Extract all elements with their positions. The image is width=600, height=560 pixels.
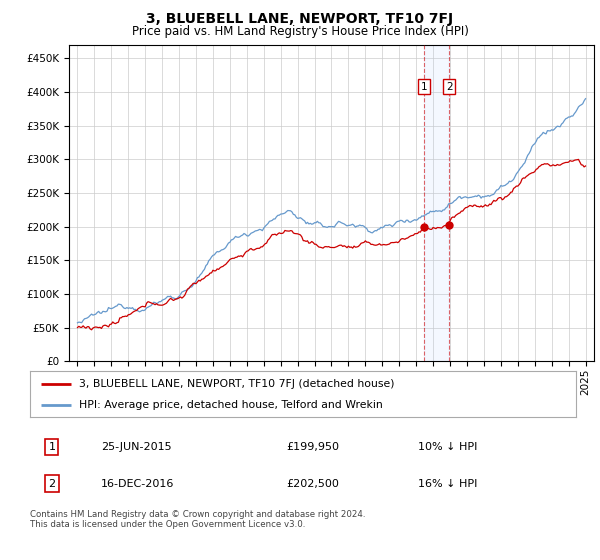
Text: 16-DEC-2016: 16-DEC-2016 — [101, 479, 175, 488]
Text: 10% ↓ HPI: 10% ↓ HPI — [418, 442, 477, 452]
Text: 1: 1 — [421, 82, 428, 91]
Text: £199,950: £199,950 — [287, 442, 340, 452]
Text: 2: 2 — [48, 479, 55, 488]
Text: Price paid vs. HM Land Registry's House Price Index (HPI): Price paid vs. HM Land Registry's House … — [131, 25, 469, 38]
Text: 3, BLUEBELL LANE, NEWPORT, TF10 7FJ: 3, BLUEBELL LANE, NEWPORT, TF10 7FJ — [146, 12, 454, 26]
Text: 25-JUN-2015: 25-JUN-2015 — [101, 442, 172, 452]
Text: Contains HM Land Registry data © Crown copyright and database right 2024.
This d: Contains HM Land Registry data © Crown c… — [30, 510, 365, 529]
Text: 16% ↓ HPI: 16% ↓ HPI — [418, 479, 477, 488]
Text: 3, BLUEBELL LANE, NEWPORT, TF10 7FJ (detached house): 3, BLUEBELL LANE, NEWPORT, TF10 7FJ (det… — [79, 379, 395, 389]
Text: £202,500: £202,500 — [287, 479, 340, 488]
Bar — [424, 45, 449, 361]
Text: 2: 2 — [446, 82, 452, 91]
Text: 1: 1 — [49, 442, 55, 452]
Text: HPI: Average price, detached house, Telford and Wrekin: HPI: Average price, detached house, Telf… — [79, 400, 383, 410]
